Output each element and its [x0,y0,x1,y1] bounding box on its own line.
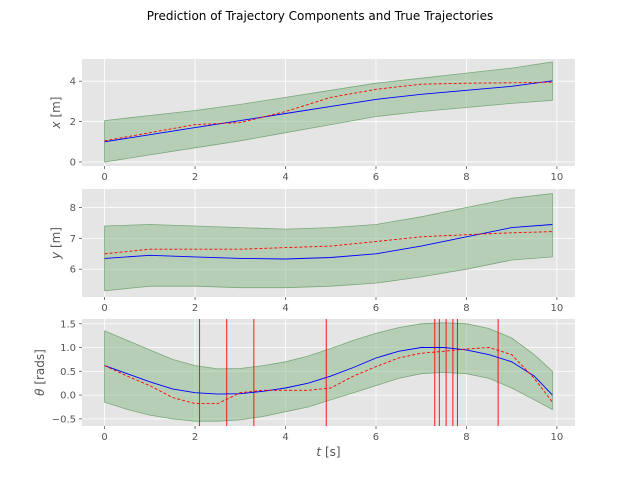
x-tick-label: 8 [463,303,469,314]
x-tick-label: 10 [551,303,564,314]
y-tick-label: 4 [70,77,76,88]
y-axis-label-symbol: x [49,120,63,129]
x-tick-label: 6 [373,172,379,183]
x-tick-label: 0 [101,432,107,443]
y-tick-label: 0 [70,157,76,168]
x-axis-label-symbol: t [316,445,322,459]
true-trajectory-line [104,231,553,255]
x-tick-label: 4 [282,172,288,183]
y-axis-label: θ [rads] [33,349,47,396]
x-tick-label: 0 [101,172,107,183]
x-tick-label: 2 [192,303,198,314]
mean-prediction-line [104,80,553,143]
confidence-band [104,61,553,163]
panel-3: 0 2 4 6 8 10 −0.5 0.0 0.5 1.0 1.5 θ [rads] t [s] [33,319,575,459]
confidence-band [104,193,553,292]
figure-title: Prediction of Trajectory Components and … [147,9,493,23]
x-tick-label: 4 [282,432,288,443]
y-tick-label: 1.5 [60,319,76,330]
y-axis-label-symbol: θ [33,388,47,396]
y-tick-label: 0.0 [60,391,76,402]
y-tick-label: 2 [70,117,76,128]
y-axis-label: y [m] [49,227,63,260]
y-tick-label: 6 [70,265,76,276]
x-axis-label-unit: [s] [321,445,340,459]
y-tick-label: 0.5 [60,367,76,378]
x-tick-label: 8 [463,172,469,183]
x-tick-label: 10 [551,172,564,183]
true-trajectory-line [104,347,553,405]
y-axis-label-unit: [m] [49,227,63,252]
panel-1: 0 2 4 6 8 10 0 2 4 x [m] [49,59,575,183]
y-axis-label-symbol: y [49,251,63,260]
x-tick-label: 4 [282,303,288,314]
x-tick-label: 2 [192,172,198,183]
x-tick-label: 0 [101,303,107,314]
x-tick-label: 10 [551,432,564,443]
y-axis-label-unit: [rads] [33,349,47,388]
y-tick-label: 7 [70,234,76,245]
x-tick-label: 6 [373,432,379,443]
y-tick-label: −0.5 [52,414,76,425]
x-tick-label: 6 [373,303,379,314]
x-axis-label: t [s] [316,445,340,459]
y-axis-label-unit: [m] [49,97,63,122]
mean-prediction-line [104,347,553,396]
true-trajectory-line [104,81,553,142]
y-tick-label: 1.0 [60,343,76,354]
panels: 0 2 4 6 8 10 0 2 4 x [m] 0 2 4 6 8 10 6 7 8 y [m] 0 2 4 6 8 10 −0.… [33,59,575,459]
panel-2: 0 2 4 6 8 10 6 7 8 y [m] [49,189,575,314]
y-axis-label: x [m] [49,97,63,130]
x-tick-label: 8 [463,432,469,443]
x-tick-label: 2 [192,432,198,443]
y-tick-label: 8 [70,203,76,214]
